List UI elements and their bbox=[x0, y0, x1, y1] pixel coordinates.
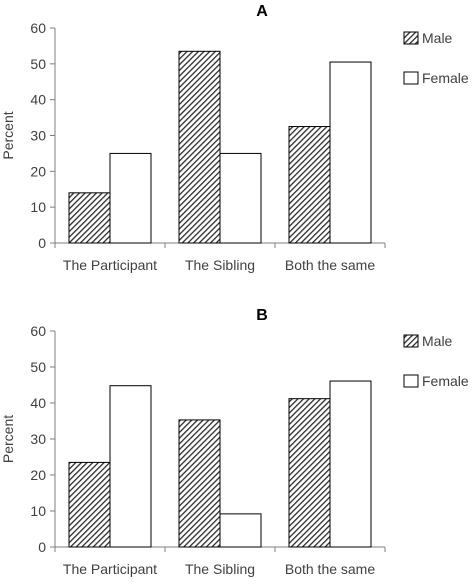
bar-female-0 bbox=[109, 152, 152, 244]
y-tick-label: 50 bbox=[30, 56, 46, 72]
chart-panel-b: B 0 10 20 30 40 50 60 Percent The Participant The … bbox=[0, 307, 469, 577]
bar-female-0 bbox=[109, 385, 152, 548]
legend-swatch-male bbox=[403, 31, 419, 45]
y-tick-label: 50 bbox=[30, 359, 46, 375]
y-tick-label: 0 bbox=[38, 235, 46, 251]
y-axis-label: Percent bbox=[0, 415, 16, 463]
y-tick-label: 60 bbox=[30, 20, 46, 36]
y-tick-label: 10 bbox=[30, 503, 46, 519]
bar-male-1 bbox=[178, 50, 221, 244]
y-tick-label: 40 bbox=[30, 92, 46, 108]
y-tick-label: 40 bbox=[30, 395, 46, 411]
chart-title: A bbox=[256, 3, 268, 20]
legend-swatch-female bbox=[403, 71, 419, 85]
legend-label-male: Male bbox=[422, 30, 453, 46]
legend-label-female: Female bbox=[422, 373, 469, 389]
y-tick-label: 30 bbox=[30, 128, 46, 144]
legend-label-female: Female bbox=[422, 70, 469, 86]
x-tick-label: Both the same bbox=[285, 561, 375, 577]
x-tick-label: Both the same bbox=[285, 257, 375, 273]
bar-female-2 bbox=[329, 380, 372, 548]
y-axis-label: Percent bbox=[0, 111, 16, 159]
legend-swatch-male bbox=[403, 334, 419, 348]
legend-label-male: Male bbox=[422, 333, 453, 349]
bar-female-1 bbox=[219, 513, 262, 548]
bar-male-0 bbox=[68, 192, 111, 244]
bar-female-2 bbox=[329, 61, 372, 244]
bar-female-1 bbox=[219, 152, 262, 244]
y-tick-label: 20 bbox=[30, 467, 46, 483]
x-tick-label: The Participant bbox=[63, 561, 157, 577]
x-tick-label: The Sibling bbox=[185, 257, 255, 273]
y-tick-label: 0 bbox=[38, 539, 46, 555]
bar-male-2 bbox=[288, 398, 331, 548]
x-tick-label: The Participant bbox=[63, 257, 157, 273]
y-tick-label: 20 bbox=[30, 163, 46, 179]
x-tick-label: The Sibling bbox=[185, 561, 255, 577]
legend-swatch-female bbox=[403, 374, 419, 388]
bar-male-0 bbox=[68, 461, 111, 548]
y-tick-label: 30 bbox=[30, 431, 46, 447]
bar-male-2 bbox=[288, 126, 331, 244]
chart-panel-a: A 0 10 20 30 40 50 60 Percent The Participant The … bbox=[0, 3, 469, 273]
y-tick-label: 10 bbox=[30, 199, 46, 215]
chart-title: B bbox=[256, 307, 268, 324]
y-tick-label: 60 bbox=[30, 323, 46, 339]
bar-male-1 bbox=[178, 419, 221, 548]
